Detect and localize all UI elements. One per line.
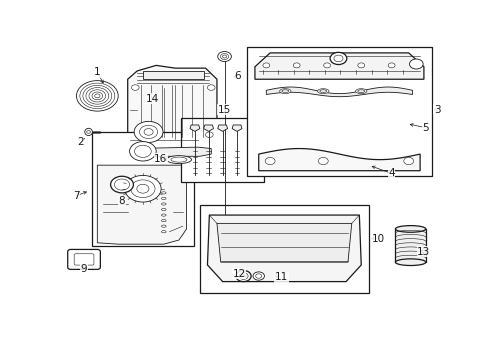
Circle shape — [207, 85, 215, 90]
Circle shape — [236, 270, 251, 282]
Circle shape — [124, 175, 161, 202]
Circle shape — [134, 121, 163, 143]
Bar — [181, 118, 265, 182]
Polygon shape — [190, 125, 200, 131]
Circle shape — [111, 176, 133, 193]
Text: 2: 2 — [77, 136, 84, 147]
Circle shape — [140, 125, 158, 139]
Ellipse shape — [356, 89, 367, 94]
Circle shape — [239, 273, 248, 279]
Ellipse shape — [162, 203, 166, 205]
Circle shape — [330, 52, 347, 64]
Circle shape — [358, 63, 365, 68]
Text: 4: 4 — [388, 168, 395, 179]
Polygon shape — [232, 125, 242, 131]
Circle shape — [263, 63, 270, 68]
Ellipse shape — [162, 225, 166, 227]
Circle shape — [135, 145, 151, 157]
Text: 3: 3 — [434, 105, 441, 115]
Ellipse shape — [320, 90, 327, 93]
Ellipse shape — [162, 192, 166, 194]
Circle shape — [206, 132, 213, 138]
Ellipse shape — [280, 89, 291, 94]
Polygon shape — [267, 87, 413, 97]
Polygon shape — [128, 66, 217, 154]
Text: 15: 15 — [218, 105, 231, 115]
Text: 12: 12 — [232, 269, 245, 279]
Text: 9: 9 — [81, 264, 87, 274]
Polygon shape — [131, 147, 211, 156]
Text: 14: 14 — [146, 94, 159, 104]
Circle shape — [129, 141, 156, 161]
Text: 13: 13 — [417, 247, 431, 257]
Polygon shape — [98, 165, 187, 244]
Ellipse shape — [167, 156, 192, 163]
Circle shape — [87, 131, 91, 133]
Circle shape — [137, 184, 149, 193]
Ellipse shape — [318, 89, 329, 94]
Circle shape — [131, 180, 155, 198]
Ellipse shape — [358, 90, 365, 93]
Polygon shape — [259, 149, 420, 171]
Polygon shape — [143, 71, 204, 79]
Circle shape — [131, 144, 139, 150]
Text: 10: 10 — [372, 234, 385, 244]
Circle shape — [76, 81, 118, 111]
Circle shape — [265, 157, 275, 165]
Text: 11: 11 — [275, 273, 288, 283]
Polygon shape — [217, 223, 352, 262]
Circle shape — [294, 63, 300, 68]
Polygon shape — [255, 53, 424, 79]
Circle shape — [256, 274, 262, 278]
Circle shape — [131, 85, 139, 90]
Circle shape — [83, 85, 112, 107]
Text: 8: 8 — [119, 196, 125, 206]
Ellipse shape — [85, 128, 93, 135]
Ellipse shape — [162, 208, 166, 211]
Circle shape — [89, 90, 106, 102]
Ellipse shape — [282, 90, 289, 93]
Ellipse shape — [171, 157, 187, 162]
Circle shape — [253, 272, 265, 280]
Bar — [200, 205, 369, 293]
Ellipse shape — [162, 231, 166, 233]
Text: 7: 7 — [73, 191, 80, 201]
Circle shape — [144, 129, 153, 135]
Circle shape — [95, 94, 100, 98]
Ellipse shape — [395, 259, 426, 266]
Ellipse shape — [162, 197, 166, 199]
Polygon shape — [218, 125, 227, 131]
Circle shape — [222, 55, 226, 58]
Text: 1: 1 — [94, 67, 100, 77]
Ellipse shape — [395, 226, 426, 232]
FancyBboxPatch shape — [74, 254, 94, 265]
Circle shape — [115, 179, 129, 190]
Circle shape — [80, 83, 115, 109]
Circle shape — [334, 55, 343, 62]
Ellipse shape — [162, 220, 166, 222]
Text: 6: 6 — [234, 72, 241, 81]
Text: 16: 16 — [154, 154, 168, 164]
Bar — [247, 48, 432, 176]
Circle shape — [410, 59, 423, 69]
Circle shape — [86, 87, 109, 104]
Polygon shape — [207, 215, 361, 282]
Circle shape — [92, 92, 102, 100]
Bar — [92, 132, 194, 246]
Circle shape — [404, 157, 414, 165]
Circle shape — [388, 63, 395, 68]
Circle shape — [218, 51, 231, 62]
Polygon shape — [204, 125, 214, 131]
Circle shape — [220, 54, 229, 59]
Bar — [395, 229, 426, 262]
FancyBboxPatch shape — [68, 249, 100, 269]
Text: 5: 5 — [422, 123, 429, 133]
Circle shape — [324, 63, 330, 68]
Ellipse shape — [162, 214, 166, 216]
Circle shape — [318, 157, 328, 165]
